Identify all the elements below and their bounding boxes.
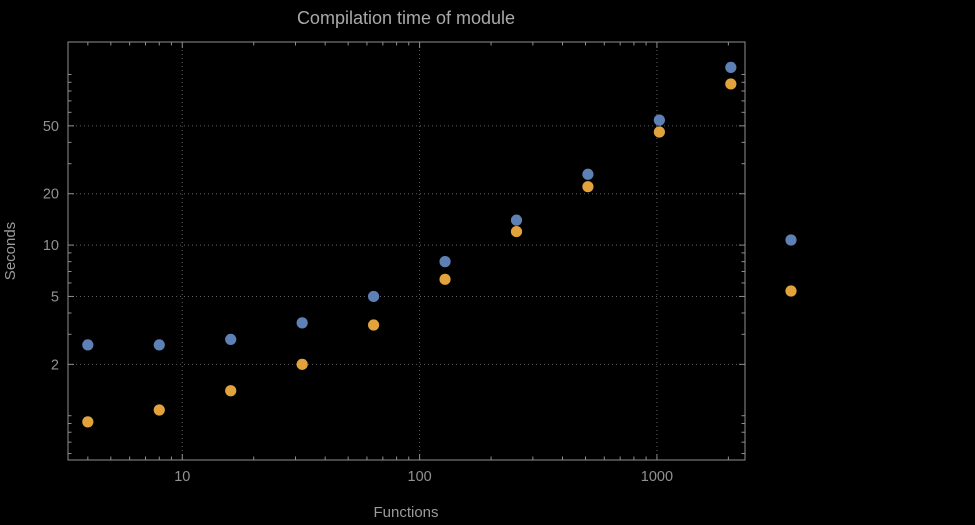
data-point-series-2-x256 [510, 225, 523, 238]
plot-frame [67, 41, 746, 461]
y-tick-label-5: 5 [51, 289, 59, 305]
legend [785, 234, 797, 297]
legend-marker-series-2 [785, 285, 797, 297]
gridlines [68, 42, 745, 460]
data-point-series-2-x16 [225, 385, 237, 397]
data-point-series-2-x4 [82, 416, 94, 428]
y-tick-label-2: 2 [51, 357, 59, 373]
x-tick-labels: 10 100 1000 [174, 469, 673, 485]
data-point-series-1-x512 [582, 168, 594, 180]
data-point-series-2-x128 [439, 273, 451, 285]
data-point-series-1-x1024 [653, 114, 665, 126]
chart-title: Compilation time of module [297, 8, 515, 28]
data-point-series-2-x32 [296, 358, 308, 370]
y-axis-label: Seconds [2, 222, 19, 280]
x-tick-label-100: 100 [408, 469, 432, 485]
x-tick-label-1000: 1000 [641, 469, 673, 485]
data-point-series-2-x8 [153, 404, 165, 416]
data-point-series-1-x32 [296, 317, 308, 329]
y-tick-labels: 2 5 10 20 50 [43, 119, 59, 374]
data-point-series-1-x4 [82, 339, 94, 351]
data-points-layer [82, 61, 737, 428]
y-tick-label-10: 10 [43, 238, 59, 254]
data-point-series-1-x128 [439, 256, 451, 268]
data-point-series-2-x2048 [725, 78, 737, 90]
x-axis-label: Functions [373, 504, 438, 521]
data-point-series-1-x64 [368, 290, 380, 303]
data-point-series-1-x256 [510, 214, 523, 226]
data-point-series-1-x8 [153, 339, 165, 351]
x-tick-label-10: 10 [174, 469, 190, 485]
y-tick-label-50: 50 [43, 119, 59, 135]
data-point-series-2-x512 [582, 181, 594, 193]
data-point-series-1-x16 [225, 333, 237, 346]
data-point-series-1-x2048 [725, 61, 737, 74]
legend-marker-series-1 [785, 234, 797, 246]
data-point-series-2-x64 [368, 319, 380, 331]
axis-ticks [68, 42, 745, 460]
y-tick-label-20: 20 [43, 187, 59, 203]
data-point-series-2-x1024 [653, 126, 665, 138]
